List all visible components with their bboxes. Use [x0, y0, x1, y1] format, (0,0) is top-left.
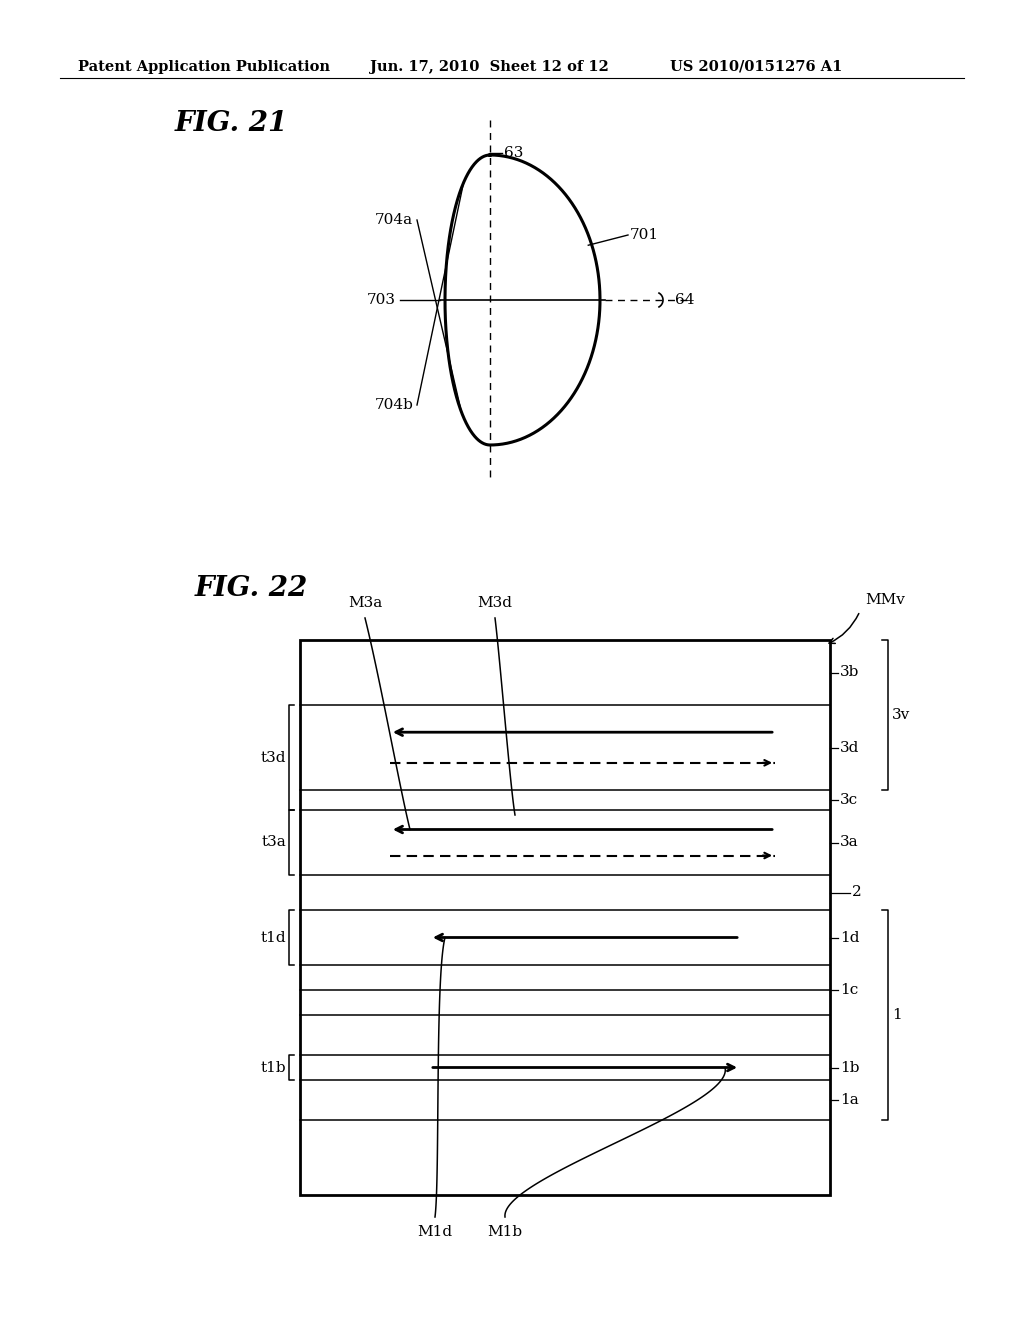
Text: 3c: 3c	[840, 793, 858, 807]
Text: 1a: 1a	[840, 1093, 859, 1107]
Text: MMv: MMv	[865, 593, 905, 607]
Text: Jun. 17, 2010  Sheet 12 of 12: Jun. 17, 2010 Sheet 12 of 12	[370, 59, 609, 74]
Text: 2: 2	[852, 886, 862, 899]
Text: FIG. 22: FIG. 22	[195, 576, 308, 602]
Text: M1d: M1d	[418, 1225, 453, 1239]
Text: M3a: M3a	[348, 597, 382, 610]
Text: 3v: 3v	[892, 708, 910, 722]
Text: t1d: t1d	[260, 931, 286, 945]
Text: US 2010/0151276 A1: US 2010/0151276 A1	[670, 59, 843, 74]
Text: FIG. 21: FIG. 21	[175, 110, 288, 137]
Text: 3d: 3d	[840, 741, 859, 755]
Text: 3a: 3a	[840, 836, 859, 850]
Text: 701: 701	[630, 228, 659, 242]
Text: 64: 64	[675, 293, 694, 308]
Text: 704a: 704a	[375, 213, 413, 227]
Text: M3d: M3d	[477, 597, 512, 610]
Text: 3b: 3b	[840, 665, 859, 680]
Text: 703: 703	[367, 293, 396, 308]
Text: Patent Application Publication: Patent Application Publication	[78, 59, 330, 74]
Text: t3d: t3d	[260, 751, 286, 764]
Text: M1b: M1b	[487, 1225, 522, 1239]
Bar	[300, 640, 830, 1195]
Text: 1d: 1d	[840, 931, 859, 945]
Text: 1c: 1c	[840, 983, 858, 997]
Text: 1b: 1b	[840, 1060, 859, 1074]
Text: t1b: t1b	[260, 1060, 286, 1074]
Text: 704b: 704b	[375, 399, 414, 412]
Text: 1: 1	[892, 1008, 902, 1022]
Text: 63: 63	[504, 147, 523, 160]
Text: t3a: t3a	[261, 836, 286, 850]
